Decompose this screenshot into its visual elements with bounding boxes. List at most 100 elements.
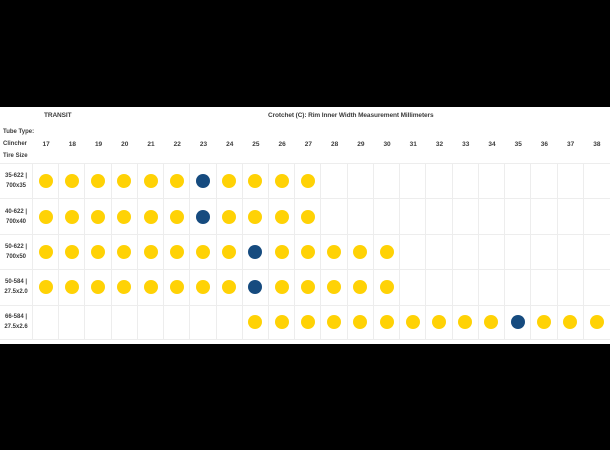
axis-line-tube-type: Tube Type: [3,129,35,135]
matrix-cell [531,164,558,199]
tire-size-label: 40-622 | 700x40 [0,199,33,234]
matrix-cell [85,234,112,270]
compatible-dot [38,280,53,295]
tire-size-row: 40-622 | 700x40 [0,198,610,234]
compatible-dot [248,315,263,330]
tire-size-label-line2: 27.5x2.0 [4,289,28,296]
matrix-cell [400,234,427,270]
matrix-cell [59,270,86,305]
matrix-cell [452,199,479,234]
compatible-dot [64,244,79,259]
column-header-28: 28 [330,140,339,148]
compatible-dot [379,315,394,330]
matrix-cell [373,199,401,234]
recommended-dot [510,315,525,330]
compatible-dot [169,174,184,189]
compatible-dot [38,244,53,259]
matrix-cell [295,199,322,234]
matrix-cell [583,270,610,305]
matrix-cell [426,305,453,339]
matrix-cell [426,270,453,305]
matrix-cell [400,270,427,305]
column-header-26: 26 [278,140,286,148]
matrix-cell [557,199,584,234]
compatible-dot [143,209,158,224]
compatible-dot [589,315,604,330]
axis-line-clincher: Clincher [3,141,28,147]
compatible-dot [64,280,79,295]
matrix-cell [583,199,610,234]
section-title-rim-width: Crotchet (C): Rim Inner Width Measuremen… [268,112,434,119]
compatible-dot [274,315,289,330]
column-header-20: 20 [121,140,129,148]
matrix-cell [583,164,610,199]
compatible-dot [117,244,132,259]
matrix-cell [242,164,270,199]
column-header-21: 21 [147,140,155,148]
matrix-cell [85,270,112,305]
column-header-23: 23 [199,140,208,148]
matrix-cell [400,199,427,234]
compatible-dot [536,315,551,330]
compatible-dot [300,315,315,330]
matrix-cell [85,305,112,339]
matrix-cell [505,305,532,339]
compatible-dot [143,280,158,295]
matrix-cell [33,164,60,199]
compatible-dot [248,174,263,189]
compatible-dot [38,174,53,189]
tire-size-label: 66-584 | 27.5x2.6 [0,305,33,339]
column-header-22: 22 [173,140,181,148]
matrix-cell [190,234,217,270]
matrix-cell [242,199,270,234]
compatible-dot [143,174,158,189]
matrix-cell [269,270,296,305]
matrix-cell [164,234,191,270]
compatible-dot [195,244,210,259]
matrix-cell [33,199,60,234]
compatible-dot [222,174,237,189]
tire-size-label: 50-622 | 700x50 [0,234,33,270]
matrix-cell [321,164,348,199]
compatible-dot [353,280,368,295]
compatible-dot [169,280,184,295]
matrix-cell [190,305,217,339]
matrix-cell [269,199,296,234]
matrix-cell [478,164,506,199]
compatible-dot [248,209,263,224]
matrix-cell [216,305,243,339]
matrix-cell [452,164,479,199]
column-header-29: 29 [357,140,365,148]
matrix-cell [426,164,453,199]
column-header-row: Tube Type: Clincher Tire Size 17 18 19 20 21… [0,126,610,162]
matrix-cell [321,234,348,270]
matrix-cell [137,164,165,199]
section-title-transit: TRANSIT [44,112,72,119]
compatible-dot [222,209,237,224]
tire-size-row: 50-622 | 700x50 [0,233,610,270]
tire-size-row: 35-622 | 700x35 [0,163,610,199]
compatible-dot [91,280,106,295]
column-header-17: 17 [42,140,50,148]
tire-size-label-line2: 700x40 [5,218,27,225]
matrix-cell [452,234,479,270]
recommended-dot [195,209,210,224]
matrix-cell [85,199,112,234]
compatible-dot [64,209,79,224]
tire-size-label-line2: 27.5x2.6 [4,324,28,331]
matrix-cell [164,270,191,305]
matrix-cell [137,305,165,339]
matrix-cell [478,234,506,270]
matrix-cell [295,164,322,199]
matrix-cell [190,199,217,234]
compatible-dot [117,209,132,224]
tire-size-label-line2: 700x50 [5,253,27,260]
matrix-cell [347,164,374,199]
matrix-cell [216,270,243,305]
matrix-cell [531,270,558,305]
compatible-dot [300,280,315,295]
matrix-cell [59,164,86,199]
recommended-dot [248,280,263,295]
tire-size-label-line1: 40-622 | [4,208,28,215]
